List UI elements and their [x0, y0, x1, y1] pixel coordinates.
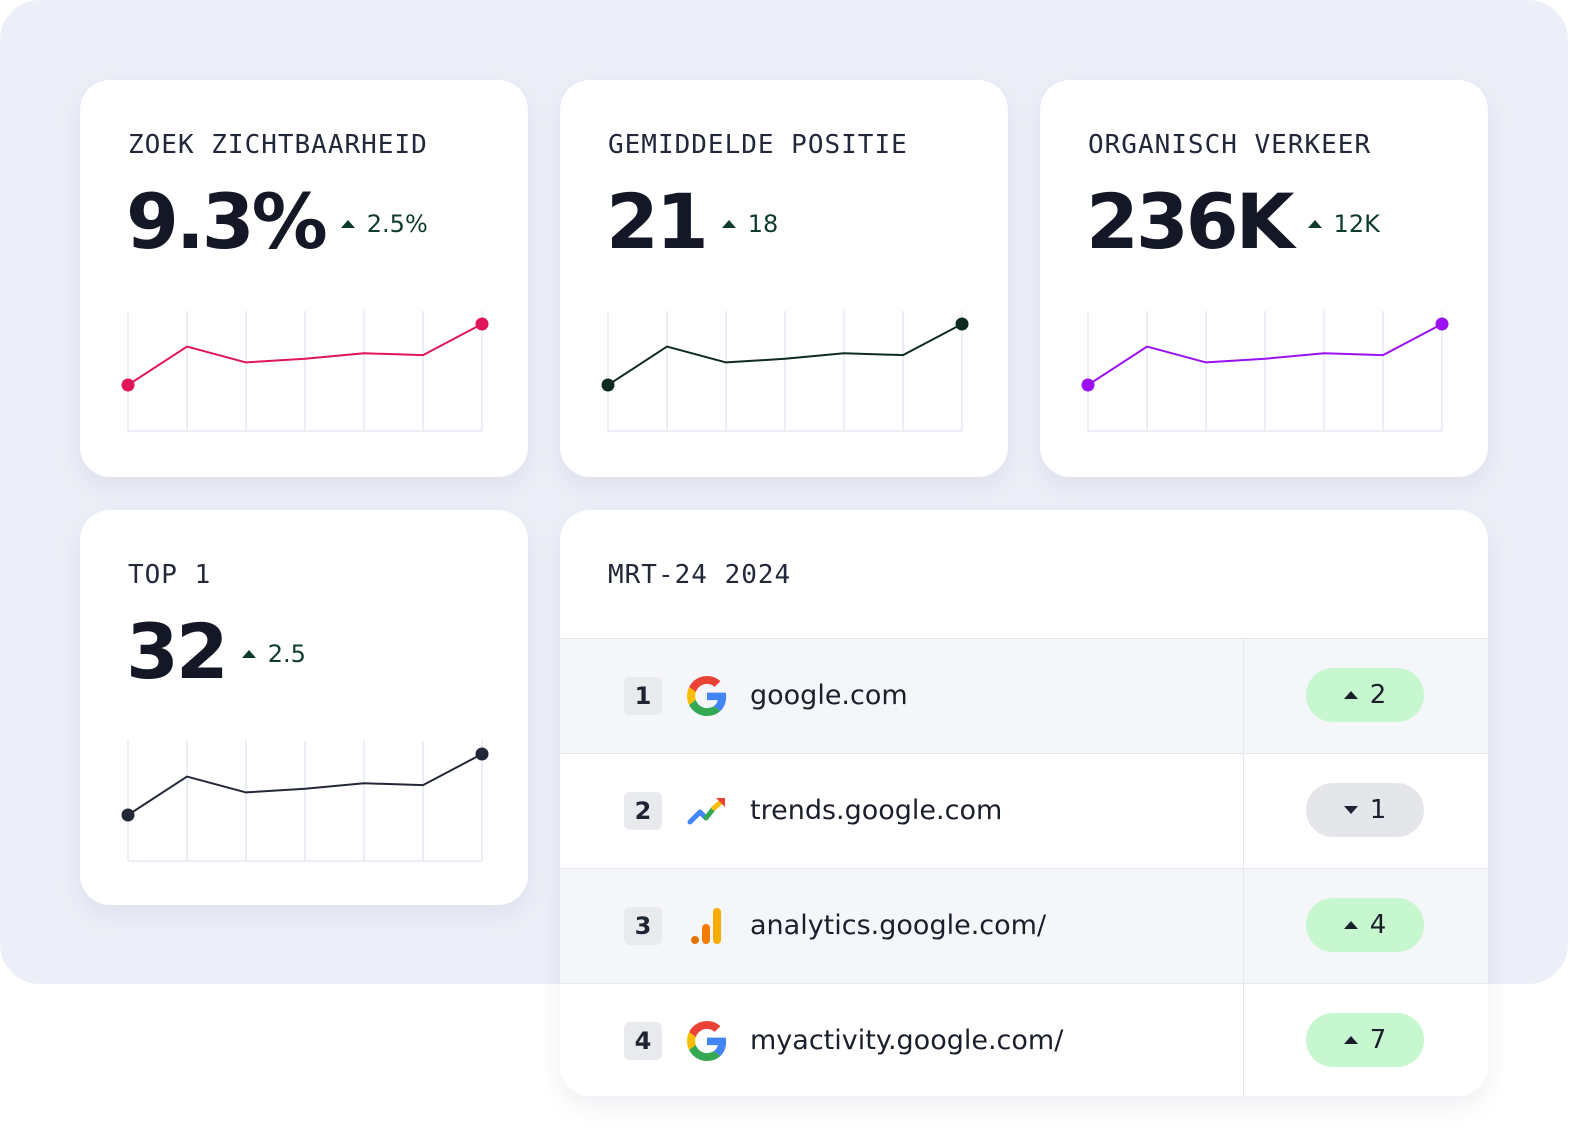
start-point [121, 808, 135, 822]
triangle-up-icon [1343, 1036, 1358, 1044]
table-row[interactable]: 1 google.com 2 [560, 638, 1488, 753]
kpi-delta-value: 12K [1333, 210, 1380, 238]
kpi-delta-value: 2.5 [267, 640, 306, 668]
domain-link[interactable]: google.com [750, 680, 908, 711]
start-point [601, 378, 615, 392]
kpi-label: ORGANISCH VERKEER [1088, 130, 1372, 160]
kpi-card-visibility: ZOEK ZICHTBAARHEID 9.3% 2.5% [80, 80, 528, 477]
ranking-title: MRT-24 2024 [608, 560, 792, 590]
change-badge: 2 [1306, 668, 1424, 722]
kpi-card-traffic: ORGANISCH VERKEER 236K 12K [1040, 80, 1488, 477]
kpi-value-row: 236K 12K [1086, 184, 1380, 260]
kpi-delta: 12K [1307, 210, 1380, 238]
change-value: 2 [1369, 680, 1387, 710]
triangle-up-icon [1343, 921, 1358, 929]
triangle-up-icon [1343, 691, 1358, 699]
domain-link[interactable]: myactivity.google.com/ [750, 1025, 1064, 1056]
change-badge: 1 [1306, 783, 1424, 837]
kpi-card-top1: TOP 1 32 2.5 [80, 510, 528, 905]
triangle-up-icon [340, 220, 355, 228]
kpi-delta: 2.5% [340, 210, 428, 238]
kpi-delta-value: 18 [747, 210, 779, 238]
end-point [955, 317, 969, 331]
domain-link[interactable]: analytics.google.com/ [750, 910, 1047, 941]
trend-line [1087, 323, 1443, 386]
domain-link[interactable]: trends.google.com [750, 795, 1003, 826]
kpi-value: 9.3% [126, 177, 328, 266]
change-value: 4 [1369, 910, 1387, 940]
triangle-up-icon [1307, 220, 1322, 228]
table-row[interactable]: 3 analytics.google.com/ 4 [560, 868, 1488, 983]
kpi-label: ZOEK ZICHTBAARHEID [128, 130, 428, 160]
kpi-value-row: 9.3% 2.5% [126, 184, 428, 260]
triangle-down-icon [1343, 806, 1358, 814]
start-point [121, 378, 135, 392]
end-point [475, 747, 489, 761]
table-row[interactable]: 4 myactivity.google.com/ 7 [560, 983, 1488, 1096]
ranking-card: MRT-24 2024 1 google.com 2 2 trends.goog… [560, 510, 1488, 1096]
kpi-value-row: 21 18 [606, 184, 778, 260]
rank-badge: 4 [624, 1022, 662, 1060]
rank-badge: 1 [624, 677, 662, 715]
table-row[interactable]: 2 trends.google.com 1 [560, 753, 1488, 868]
kpi-delta: 2.5 [241, 640, 306, 668]
change-badge: 4 [1306, 898, 1424, 952]
column-divider [1243, 639, 1244, 753]
kpi-value-row: 32 2.5 [126, 614, 306, 690]
rank-badge: 2 [624, 792, 662, 830]
trend-line [607, 323, 963, 386]
kpi-value: 32 [126, 607, 229, 696]
triangle-up-icon [241, 650, 256, 658]
change-badge: 7 [1306, 1013, 1424, 1067]
google-icon [687, 676, 727, 716]
end-point [475, 317, 489, 331]
kpi-label: TOP 1 [128, 560, 212, 590]
sparkline-chart [601, 311, 969, 432]
google-analytics-icon [691, 908, 721, 944]
sparkline-chart [121, 741, 489, 862]
kpi-delta: 18 [721, 210, 779, 238]
column-divider [1243, 984, 1244, 1096]
google-icon [687, 1021, 727, 1061]
change-value: 1 [1369, 795, 1387, 825]
change-value: 7 [1369, 1025, 1387, 1055]
kpi-value: 236K [1086, 177, 1295, 266]
column-divider [1243, 869, 1244, 983]
triangle-up-icon [721, 220, 736, 228]
trend-line [127, 753, 483, 816]
column-divider [1243, 754, 1244, 868]
rank-badge: 3 [624, 907, 662, 945]
kpi-card-position: GEMIDDELDE POSITIE 21 18 [560, 80, 1008, 477]
end-point [1435, 317, 1449, 331]
trend-line [127, 323, 483, 386]
start-point [1081, 378, 1095, 392]
kpi-label: GEMIDDELDE POSITIE [608, 130, 908, 160]
google-trends-icon [687, 798, 725, 825]
sparkline-chart [1081, 311, 1449, 432]
kpi-delta-value: 2.5% [366, 210, 428, 238]
kpi-value: 21 [606, 177, 709, 266]
sparkline-chart [121, 311, 489, 432]
